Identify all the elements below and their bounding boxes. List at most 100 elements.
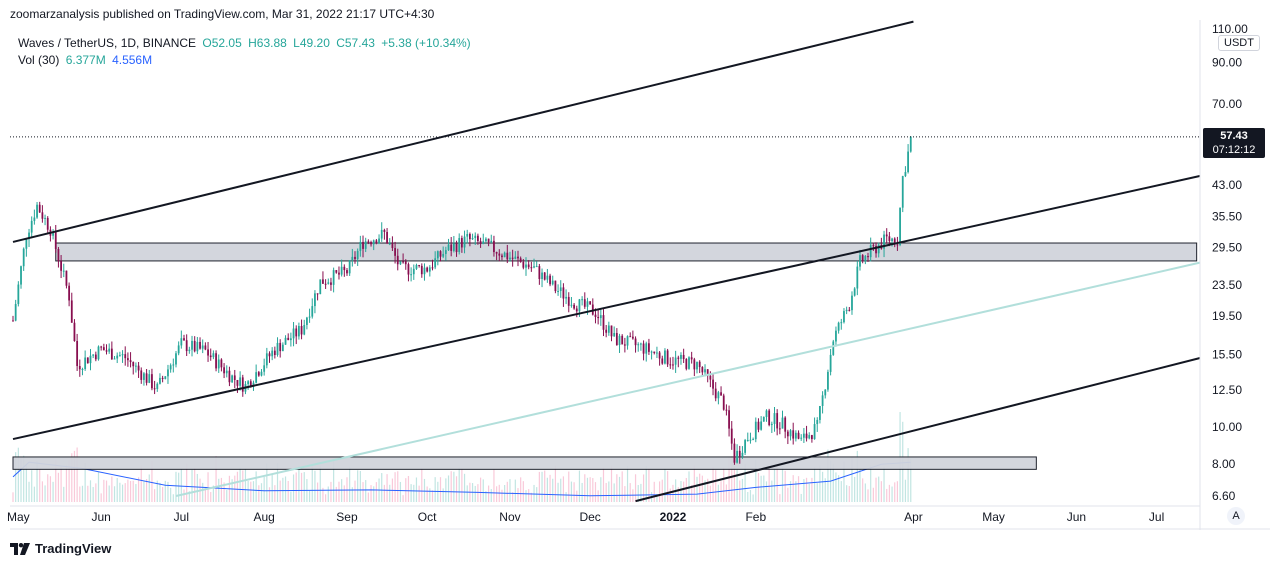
candle-body bbox=[140, 370, 143, 380]
volume-bar bbox=[207, 472, 209, 502]
candle-body bbox=[736, 450, 738, 463]
candle-body bbox=[843, 311, 845, 323]
volume-bar bbox=[295, 472, 297, 502]
candle-body bbox=[177, 345, 180, 354]
candle-body bbox=[805, 433, 808, 439]
candle-body bbox=[356, 250, 359, 260]
volume-bar bbox=[803, 479, 805, 502]
price-tick-label: 15.50 bbox=[1212, 347, 1242, 361]
candle-body bbox=[682, 354, 685, 360]
candle-body bbox=[754, 421, 757, 440]
candle-body bbox=[330, 282, 332, 285]
symbol-label[interactable]: Waves / TetherUS, 1D, BINANCE bbox=[18, 36, 197, 50]
volume-bar bbox=[474, 485, 476, 502]
candle-body bbox=[653, 351, 656, 354]
volume-bar bbox=[25, 464, 27, 502]
volume-bar bbox=[402, 495, 404, 502]
volume-bar bbox=[904, 479, 907, 502]
candle-body bbox=[463, 236, 466, 248]
volume-bar bbox=[137, 477, 140, 502]
candle-body bbox=[645, 343, 648, 354]
volume-bar bbox=[52, 481, 54, 502]
candle-body bbox=[132, 362, 135, 367]
volume-bar bbox=[789, 481, 792, 502]
candle-body bbox=[338, 272, 340, 275]
candle-body bbox=[346, 270, 348, 274]
candle-body bbox=[909, 136, 912, 152]
candle-body bbox=[468, 233, 471, 240]
volume-bar bbox=[335, 486, 337, 502]
volume-bar bbox=[349, 466, 351, 502]
volume-ma-value: 4.556M bbox=[112, 53, 153, 67]
time-tick-label: Nov bbox=[499, 510, 520, 524]
volume-bar bbox=[813, 467, 816, 502]
volume-bar bbox=[202, 482, 204, 502]
volume-bar bbox=[31, 470, 33, 502]
volume-bar bbox=[68, 460, 70, 502]
candle-body bbox=[423, 267, 426, 275]
volume-bar bbox=[763, 475, 765, 502]
volume-bar bbox=[466, 485, 468, 502]
candle-body bbox=[637, 344, 640, 346]
candle-body bbox=[450, 244, 453, 251]
candle-body bbox=[623, 344, 626, 346]
volume-bar bbox=[127, 479, 129, 502]
time-tick-label: Apr bbox=[904, 510, 923, 524]
volume-bar bbox=[113, 486, 116, 502]
candle-body bbox=[738, 450, 741, 457]
volume-bar bbox=[760, 475, 762, 502]
candle-body bbox=[129, 360, 132, 363]
auto-scale-button[interactable]: A bbox=[1227, 507, 1245, 525]
volume-bar bbox=[819, 465, 821, 502]
volume-bar bbox=[549, 474, 551, 502]
time-tick-label: May bbox=[7, 510, 30, 524]
volume-bar bbox=[282, 477, 284, 502]
volume-bar bbox=[696, 476, 698, 502]
volume-bar bbox=[608, 481, 610, 502]
volume-bar bbox=[493, 469, 495, 502]
volume-bar bbox=[461, 469, 463, 502]
legend-volume-row: Vol (30) 6.377M 4.556M bbox=[18, 52, 474, 69]
volume-bar bbox=[805, 477, 808, 502]
volume-bar bbox=[263, 476, 265, 502]
currency-selector[interactable]: USDT bbox=[1218, 35, 1260, 51]
volume-bar bbox=[592, 478, 594, 502]
candle-body bbox=[287, 337, 290, 341]
volume-bar bbox=[154, 489, 156, 502]
volume-bar bbox=[151, 461, 153, 502]
candle-body bbox=[225, 370, 228, 374]
candle-body bbox=[68, 285, 71, 301]
candle-body bbox=[872, 245, 875, 247]
candle-body bbox=[661, 358, 664, 364]
volume-bar bbox=[862, 478, 864, 502]
candle-body bbox=[466, 233, 469, 237]
volume-bar bbox=[100, 493, 102, 502]
candle-body bbox=[415, 264, 418, 269]
volume-bar bbox=[333, 458, 335, 502]
volume-bar bbox=[725, 484, 727, 502]
volume-bar bbox=[533, 484, 535, 502]
volume-bar bbox=[602, 467, 605, 502]
volume-bar bbox=[781, 463, 784, 502]
volume-bar bbox=[41, 481, 43, 502]
tradingview-logo[interactable]: TradingView bbox=[10, 541, 111, 556]
volume-label[interactable]: Vol (30) bbox=[18, 53, 60, 67]
candle-body bbox=[420, 265, 423, 275]
volume-bar bbox=[276, 463, 279, 502]
candle-body bbox=[396, 255, 399, 265]
candle-body bbox=[720, 392, 722, 396]
candle-body bbox=[840, 322, 843, 324]
candle-body bbox=[832, 341, 835, 355]
candle-body bbox=[201, 345, 204, 349]
candle-body bbox=[607, 325, 610, 333]
volume-bar bbox=[162, 486, 164, 502]
volume-bar bbox=[290, 491, 292, 502]
volume-bar bbox=[164, 480, 166, 502]
candle-body bbox=[794, 432, 797, 439]
volume-bar bbox=[92, 487, 94, 502]
volume-bar bbox=[271, 473, 273, 502]
candle-body bbox=[20, 266, 22, 285]
volume-bar bbox=[573, 482, 575, 502]
volume-bar bbox=[266, 463, 268, 502]
